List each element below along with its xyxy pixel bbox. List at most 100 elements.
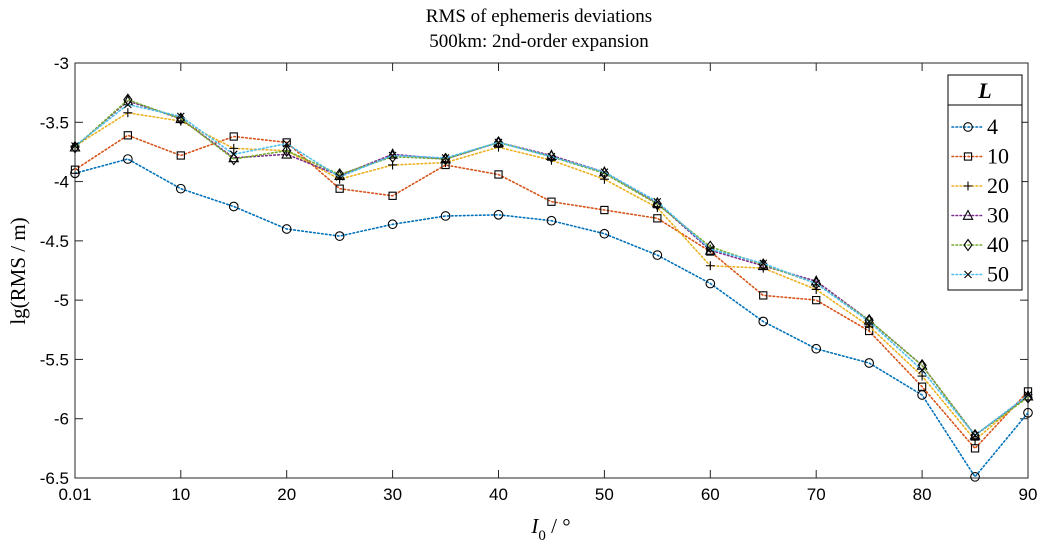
- data-point-30: [69, 140, 81, 152]
- chart-subtitle: 500km: 2nd-order expansion: [429, 31, 649, 52]
- series-layer: [69, 93, 1034, 482]
- data-point-20: [705, 261, 715, 271]
- data-point-50: [812, 279, 821, 288]
- y-tick-label: -3: [54, 54, 69, 73]
- data-point-50: [918, 366, 926, 374]
- data-point-4: [334, 231, 345, 241]
- data-point-4: [175, 183, 186, 194]
- x-tick-label: 60: [701, 485, 720, 504]
- legend-label-30: 30: [987, 203, 1009, 228]
- data-point-50: [600, 168, 609, 176]
- data-point-50: [123, 100, 132, 109]
- data-point-20: [229, 143, 239, 153]
- data-point-10: [70, 165, 80, 174]
- y-tick-label: -3.5: [40, 113, 69, 132]
- data-point-50: [441, 153, 450, 162]
- data-point-50: [388, 151, 397, 160]
- legend: L 4 10 20 30 40 50: [947, 74, 1023, 291]
- data-point-50: [71, 142, 79, 150]
- legend-marker-20: [963, 181, 973, 191]
- legend-label-20: 20: [987, 173, 1009, 198]
- x-tick-label: 30: [383, 485, 402, 504]
- data-point-40: [493, 136, 504, 149]
- legend-label-50: 50: [987, 262, 1009, 287]
- x-tick-label: 80: [913, 485, 932, 504]
- data-point-40: [70, 140, 80, 154]
- series-line-10: [74, 134, 1029, 450]
- data-point-10: [494, 170, 503, 179]
- x-axis: 0.01 10 20 30 40 50 60 70 80 90: [58, 63, 1037, 504]
- x-axis-label-subscript: 0: [538, 528, 546, 544]
- data-point-10: [600, 205, 609, 215]
- legend-box: [947, 74, 1023, 291]
- data-point-40: [1023, 390, 1033, 404]
- legend-label-40: 40: [987, 232, 1009, 257]
- series-50: [71, 100, 1032, 440]
- y-axis-label: lg(RMS / m): [6, 217, 30, 324]
- series-line-4: [74, 158, 1029, 479]
- data-point-10: [123, 131, 132, 140]
- y-tick-label: -5.5: [40, 350, 69, 369]
- data-point-50: [547, 152, 556, 161]
- data-point-30: [492, 136, 505, 147]
- data-point-40: [652, 197, 663, 211]
- data-point-4: [1023, 407, 1033, 418]
- data-point-10: [917, 382, 927, 391]
- data-point-4: [440, 211, 451, 221]
- data-point-50: [759, 259, 768, 268]
- data-point-10: [229, 132, 238, 141]
- legend-title: L: [977, 78, 991, 103]
- data-point-4: [281, 224, 292, 234]
- data-point-4: [652, 250, 663, 260]
- data-point-4: [122, 154, 133, 164]
- data-point-10: [653, 214, 662, 223]
- y-tick-label: -4.5: [40, 232, 69, 251]
- data-point-4: [970, 471, 980, 482]
- legend-label-4: 4: [987, 114, 998, 139]
- data-point-50: [282, 139, 291, 148]
- data-point-50: [494, 138, 503, 147]
- data-point-50: [229, 150, 238, 159]
- x-tick-label: 50: [595, 485, 614, 504]
- data-point-4: [546, 215, 557, 226]
- data-point-10: [335, 184, 344, 193]
- x-tick-label: 0.01: [58, 485, 91, 504]
- legend-label-10: 10: [987, 144, 1009, 169]
- legend-marker-40: [963, 238, 973, 252]
- data-point-50: [653, 197, 662, 206]
- legend-marker-4: [963, 122, 973, 132]
- data-point-4: [811, 343, 822, 354]
- data-point-10: [812, 295, 821, 305]
- data-point-50: [335, 172, 344, 181]
- data-point-20: [123, 108, 133, 118]
- data-point-30: [969, 429, 981, 440]
- legend-items: 4 10 20 30 40 50: [951, 114, 1009, 287]
- x-tick-label: 20: [277, 485, 296, 504]
- x-tick-label: 90: [1019, 485, 1038, 504]
- chart-title: RMS of ephemeris deviations: [426, 6, 652, 27]
- data-point-4: [228, 201, 239, 212]
- legend-marker-30: [962, 209, 974, 220]
- legend-marker-10: [963, 152, 973, 161]
- data-point-10: [759, 291, 768, 300]
- x-tick-label: 70: [807, 485, 826, 504]
- x-axis-label: I0 / °: [530, 514, 570, 544]
- data-point-50: [971, 431, 979, 440]
- y-tick-label: -5: [54, 291, 69, 310]
- data-point-40: [546, 150, 557, 164]
- data-point-30: [916, 359, 928, 370]
- x-axis-label-main: I: [530, 514, 539, 538]
- data-point-4: [387, 219, 398, 230]
- data-point-4: [493, 209, 504, 220]
- x-tick-label: 10: [171, 485, 190, 504]
- data-point-50: [176, 112, 185, 121]
- data-point-50: [1024, 391, 1032, 399]
- data-point-20: [917, 371, 927, 381]
- data-point-50: [706, 245, 715, 254]
- data-point-4: [758, 316, 769, 327]
- x-axis-label-unit: / °: [546, 514, 571, 538]
- legend-marker-50: [964, 270, 972, 279]
- data-point-40: [282, 144, 292, 158]
- data-point-10: [176, 151, 185, 160]
